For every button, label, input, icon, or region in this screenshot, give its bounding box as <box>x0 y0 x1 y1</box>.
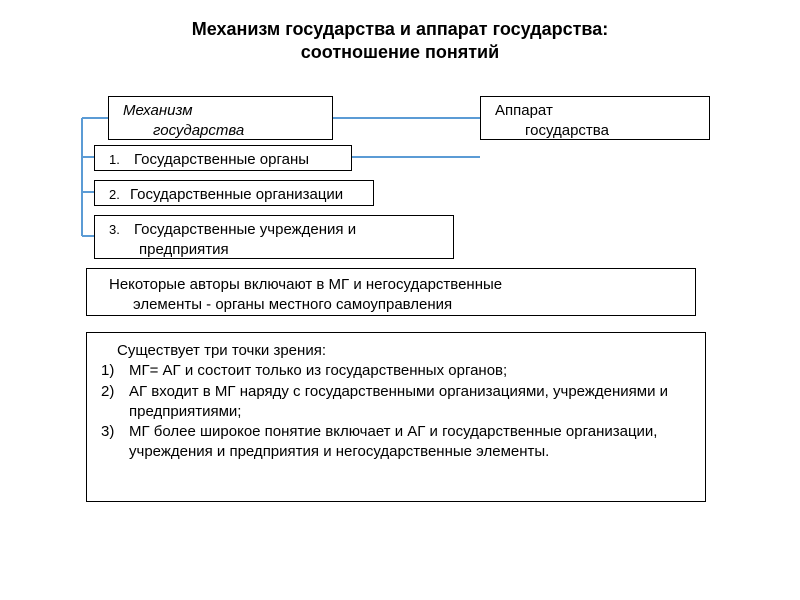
view-item-1: 1) МГ= АГ и состоит только из государств… <box>101 361 691 381</box>
b2-text: Государственные организации <box>124 186 343 203</box>
title-line2: соотношение понятий <box>0 41 800 64</box>
views-list: 1) МГ= АГ и состоит только из государств… <box>101 361 691 462</box>
view-2-text: АГ входит в МГ наряду с государственными… <box>129 383 668 420</box>
b3-text2: предприятия <box>109 240 443 260</box>
view-3-text: МГ более широкое понятие включает и АГ и… <box>129 423 657 460</box>
view-1-num: 1) <box>101 361 114 381</box>
box-note: Некоторые авторы включают в МГ и негосуд… <box>86 268 696 316</box>
box-apparatus: Аппарат государства <box>480 96 710 140</box>
view-1-text: МГ= АГ и состоит только из государственн… <box>129 362 507 379</box>
box-mechanism: Механизм государства <box>108 96 333 140</box>
mechanism-line2: государства <box>123 121 322 141</box>
b1-num: 1. <box>109 152 120 167</box>
note-line2: элементы - органы местного самоуправлени… <box>99 295 683 315</box>
view-3-num: 3) <box>101 422 114 442</box>
b1-text: Государственные органы <box>124 151 309 168</box>
box-state-organizations: 2. Государственные организации <box>94 180 374 206</box>
title-line1: Механизм государства и аппарат государст… <box>0 18 800 41</box>
box-state-institutions: 3. Государственные учреждения и предприя… <box>94 215 454 259</box>
box-viewpoints: Существует три точки зрения: 1) МГ= АГ и… <box>86 332 706 502</box>
mechanism-line1: Механизм <box>123 101 322 121</box>
page-title: Механизм государства и аппарат государст… <box>0 0 800 65</box>
view-item-3: 3) МГ более широкое понятие включает и А… <box>101 422 691 463</box>
view-item-2: 2) АГ входит в МГ наряду с государственн… <box>101 382 691 423</box>
b3-num: 3. <box>109 222 120 237</box>
apparatus-line2: государства <box>495 121 699 141</box>
b3-text1: Государственные учреждения и <box>124 221 356 238</box>
views-intro: Существует три точки зрения: <box>101 341 691 361</box>
box-state-organs: 1. Государственные органы <box>94 145 352 171</box>
apparatus-line1: Аппарат <box>495 101 699 121</box>
note-line1: Некоторые авторы включают в МГ и негосуд… <box>99 275 683 295</box>
b2-num: 2. <box>109 187 120 202</box>
view-2-num: 2) <box>101 382 114 402</box>
